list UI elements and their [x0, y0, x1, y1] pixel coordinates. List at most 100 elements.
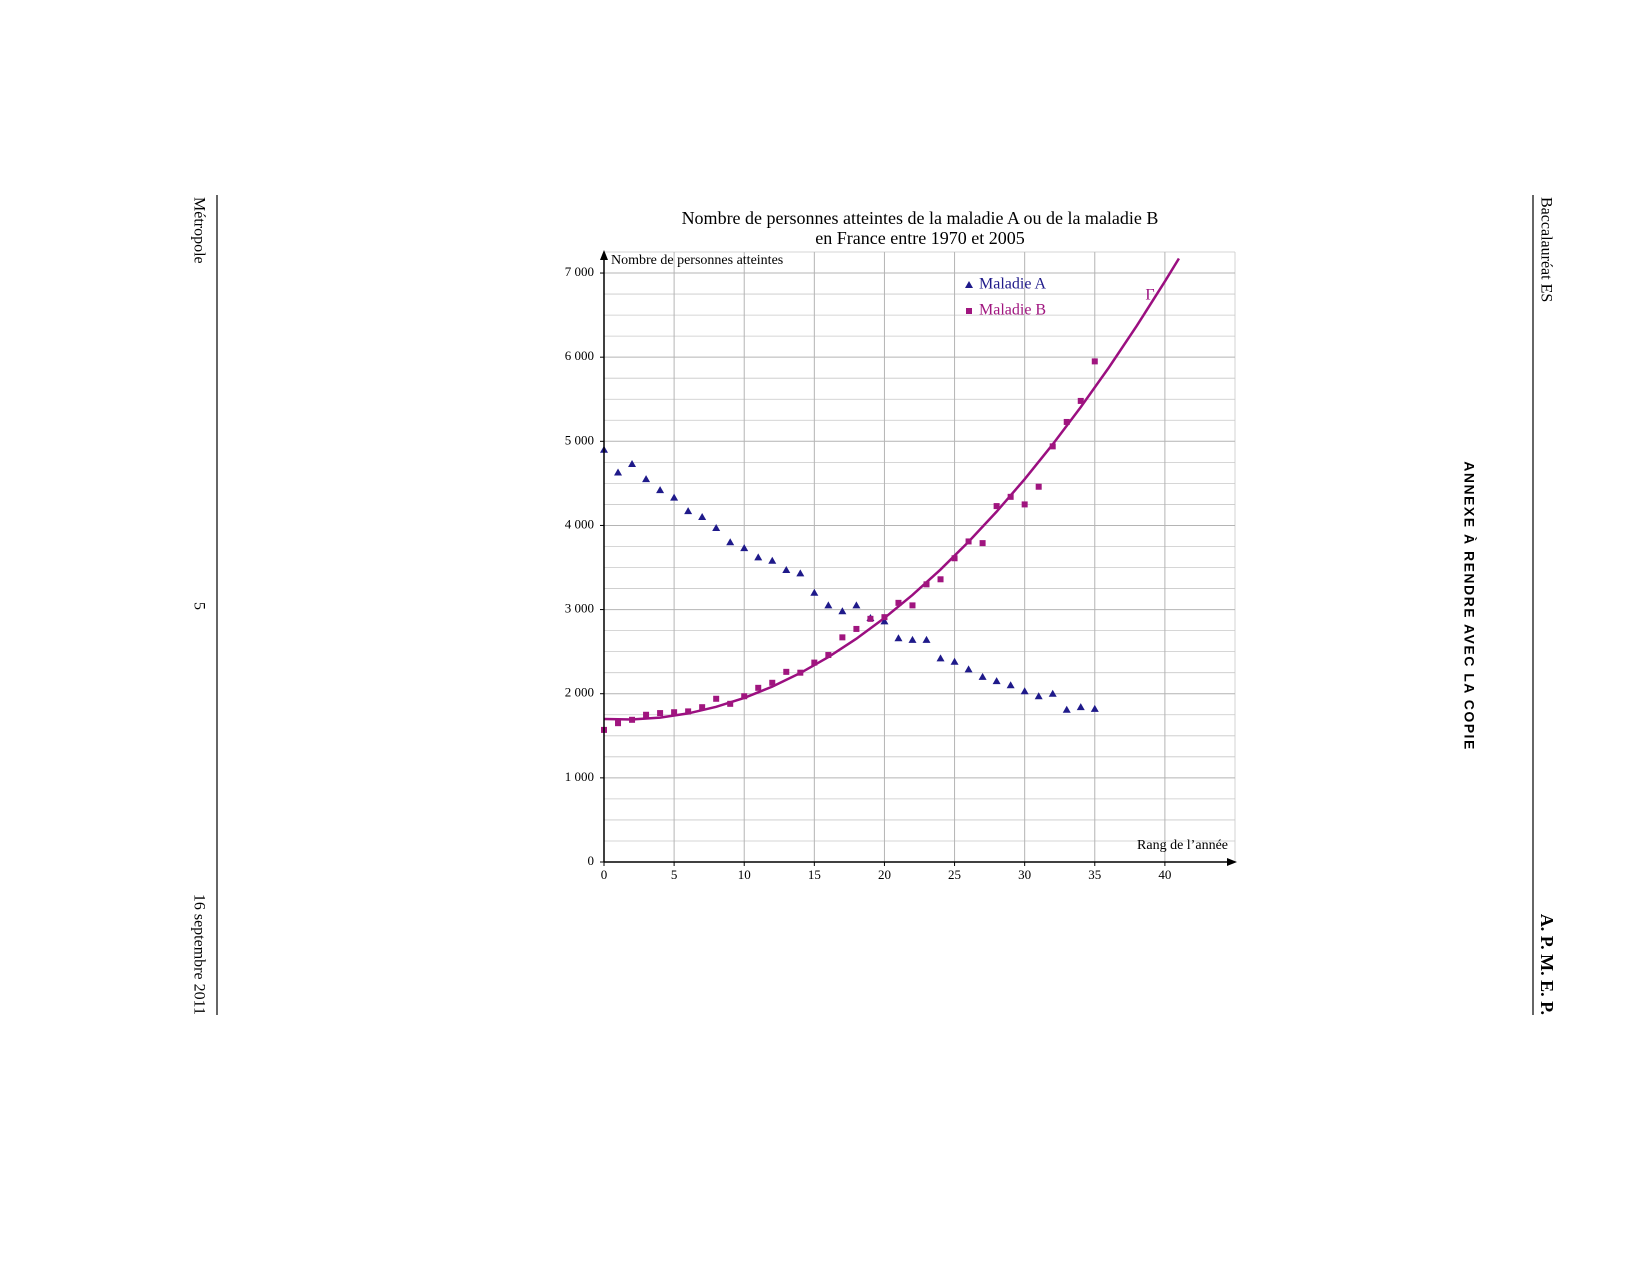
point-triangle — [1020, 687, 1029, 695]
point-triangle — [740, 544, 749, 552]
x-tick-label: 15 — [808, 867, 821, 882]
x-tick-label: 0 — [601, 867, 608, 882]
point-triangle — [768, 556, 777, 564]
point-triangle — [712, 523, 721, 531]
point-triangle — [894, 634, 903, 642]
x-tick-label: 5 — [671, 867, 678, 882]
point-triangle — [978, 672, 987, 680]
point-square — [727, 700, 734, 707]
point-triangle — [782, 566, 791, 574]
point-square — [993, 503, 1000, 510]
point-triangle — [992, 677, 1001, 685]
trend-curve — [603, 257, 1180, 721]
point-triangle — [796, 569, 805, 577]
legend-label: Maladie A — [979, 276, 1047, 293]
page-number: 5 — [190, 602, 207, 610]
point-square — [937, 576, 944, 583]
y-tick-label: 0 — [588, 853, 595, 868]
point-triangle — [824, 601, 833, 609]
legend-label: Maladie B — [979, 302, 1046, 319]
point-square — [713, 695, 720, 702]
point-square — [909, 602, 916, 609]
point-triangle — [754, 553, 763, 561]
annex-label: ANNEXE À RENDRE AVEC LA COPIE — [1461, 461, 1477, 751]
point-square — [685, 708, 692, 715]
x-arrow — [1227, 858, 1237, 866]
chart-subtitle: en France entre 1970 et 2005 — [815, 228, 1024, 248]
point-square — [1063, 418, 1070, 425]
point-square — [965, 538, 972, 545]
y-arrow — [600, 250, 608, 260]
point-triangle — [964, 665, 973, 673]
point-triangle — [614, 468, 623, 476]
right-top: Baccalauréat ES — [1537, 197, 1554, 302]
y-tick-label: 6 000 — [565, 348, 594, 363]
y-tick-label: 1 000 — [565, 769, 594, 784]
point-square — [769, 679, 776, 686]
point-square — [881, 614, 888, 621]
point-square — [895, 599, 902, 606]
point-square — [1035, 483, 1042, 490]
point-square — [1007, 493, 1014, 500]
curve-label: Γ — [1145, 287, 1154, 304]
point-square — [699, 704, 706, 711]
x-tick-label: 30 — [1018, 867, 1031, 882]
point-triangle — [1048, 689, 1057, 697]
x-axis-label: Rang de l’année — [1137, 838, 1228, 853]
point-triangle — [628, 460, 637, 468]
point-square — [1049, 443, 1056, 450]
point-triangle — [684, 507, 693, 515]
point-square — [951, 555, 958, 562]
point-triangle — [936, 654, 945, 662]
point-square — [643, 711, 650, 718]
point-square — [671, 709, 678, 716]
left-top: Métropole — [190, 197, 207, 264]
point-square — [867, 615, 874, 622]
point-square — [839, 634, 846, 641]
x-tick-label: 20 — [878, 867, 891, 882]
chart-title: Nombre de personnes atteintes de la mala… — [682, 208, 1159, 228]
point-square — [1091, 358, 1098, 365]
y-tick-label: 2 000 — [565, 685, 594, 700]
point-triangle — [656, 486, 665, 494]
left-bottom: 16 septembre 2011 — [190, 894, 207, 1015]
point-triangle — [670, 493, 679, 501]
y-axis-label: Nombre de personnes atteintes — [611, 253, 783, 268]
point-triangle — [1062, 705, 1071, 713]
point-square — [825, 652, 832, 659]
point-square — [1021, 501, 1028, 508]
marks — [600, 257, 1180, 733]
point-square — [741, 693, 748, 700]
point-triangle — [950, 657, 959, 665]
y-tick-label: 5 000 — [565, 432, 594, 447]
x-tick-label: 40 — [1158, 867, 1171, 882]
point-square — [783, 668, 790, 675]
point-square — [979, 540, 986, 547]
point-triangle — [880, 617, 889, 625]
x-tick-label: 10 — [738, 867, 751, 882]
point-triangle — [726, 538, 735, 546]
point-square — [629, 716, 636, 723]
point-triangle — [1076, 703, 1085, 711]
point-square — [966, 308, 972, 314]
point-triangle — [908, 635, 917, 643]
point-triangle — [698, 513, 707, 521]
point-square — [923, 581, 930, 588]
grid — [600, 251, 1236, 866]
point-triangle — [922, 635, 931, 643]
point-triangle — [1034, 692, 1043, 700]
point-triangle — [1006, 681, 1015, 689]
point-square — [657, 710, 664, 717]
point-triangle — [810, 588, 819, 596]
y-tick-label: 7 000 — [565, 264, 594, 279]
point-triangle — [965, 281, 973, 288]
point-triangle — [642, 475, 651, 483]
y-tick-label: 3 000 — [565, 601, 594, 616]
point-square — [797, 669, 804, 676]
point-triangle — [838, 607, 847, 615]
point-square — [853, 625, 860, 632]
y-tick-label: 4 000 — [565, 516, 594, 531]
point-square — [1077, 397, 1084, 404]
point-square — [811, 659, 818, 666]
